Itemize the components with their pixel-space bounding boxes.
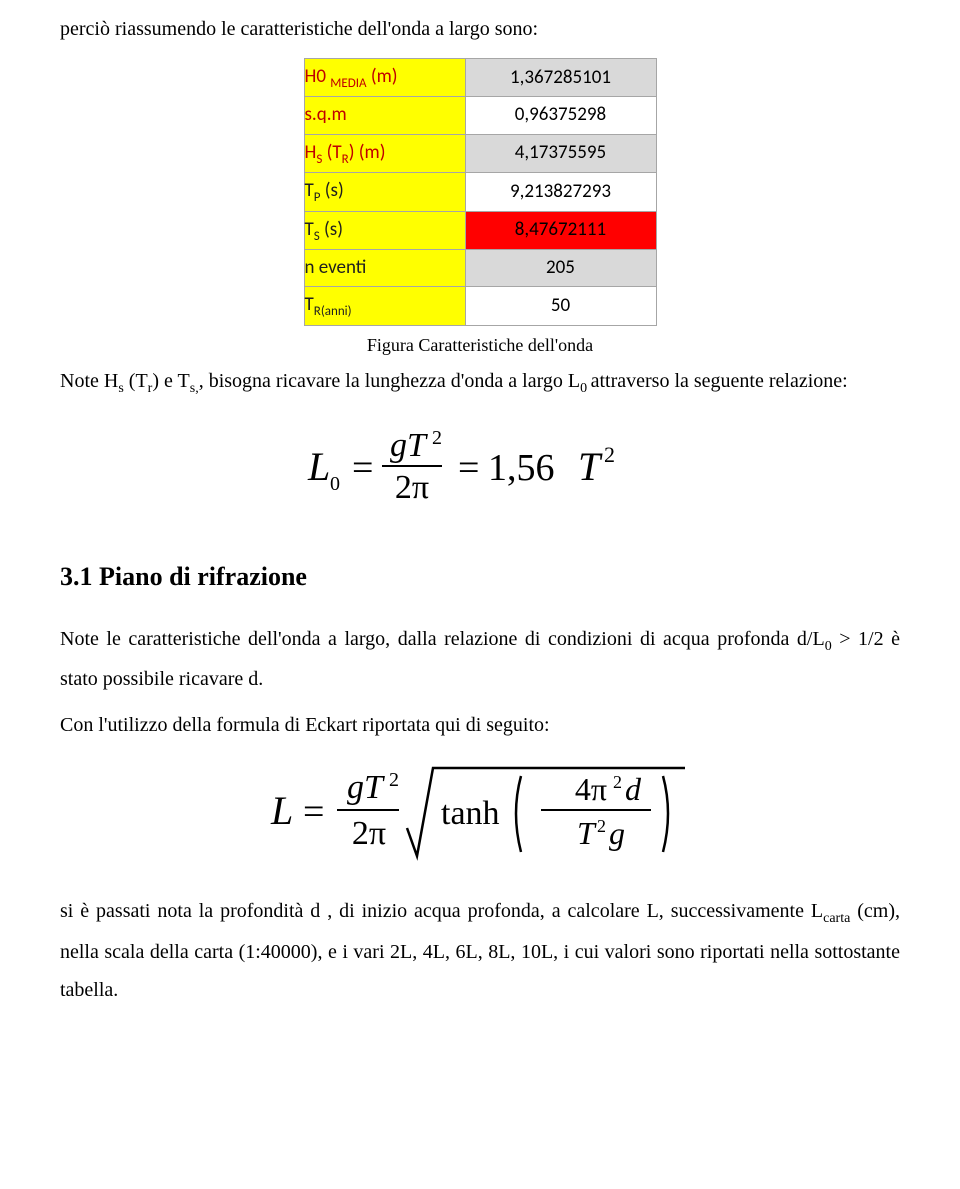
table-label-cell: HS (TR) (m) bbox=[304, 134, 465, 172]
note-text: ) e T bbox=[152, 370, 189, 392]
table-label-cell: TR(anni) bbox=[304, 287, 465, 325]
svg-text:2: 2 bbox=[432, 427, 442, 449]
body-paragraph-1: Note le caratteristiche dell'onda a larg… bbox=[60, 620, 900, 699]
body-sub: carta bbox=[823, 911, 850, 926]
svg-text:1,56: 1,56 bbox=[488, 447, 555, 489]
svg-text:2π: 2π bbox=[352, 815, 386, 852]
table-row: TR(anni)50 bbox=[304, 287, 656, 325]
svg-text:L: L bbox=[307, 444, 330, 489]
body-text: si è passati nota la profondità d , di i… bbox=[60, 900, 823, 922]
svg-text:2: 2 bbox=[597, 816, 606, 836]
table-value-cell: 205 bbox=[465, 250, 656, 287]
body-sub: 0 bbox=[825, 639, 832, 654]
formula-1: L 0 = gT 2 2π = 1,56 T 2 bbox=[60, 422, 900, 512]
note-text: Note H bbox=[60, 370, 118, 392]
svg-text:d: d bbox=[625, 771, 642, 807]
note-sub: 0 bbox=[580, 381, 591, 396]
svg-text:=: = bbox=[352, 447, 373, 489]
table-row: TP (s)9,213827293 bbox=[304, 173, 656, 211]
svg-text:=: = bbox=[458, 447, 479, 489]
note-line: Note Hs (Tr) e Ts,, bisogna ricavare la … bbox=[60, 362, 900, 403]
table-row: H0 MEDIA (m)1,367285101 bbox=[304, 59, 656, 97]
svg-text:gT: gT bbox=[347, 769, 385, 806]
svg-text:4π: 4π bbox=[575, 771, 607, 807]
table-label-cell: n eventi bbox=[304, 250, 465, 287]
table-label-cell: H0 MEDIA (m) bbox=[304, 59, 465, 97]
table-row: s.q.m0,96375298 bbox=[304, 97, 656, 134]
table-figure: H0 MEDIA (m)1,367285101s.q.m0,96375298HS… bbox=[60, 58, 900, 326]
svg-text:gT: gT bbox=[390, 427, 428, 464]
note-sub: s, bbox=[190, 381, 199, 396]
svg-text:T: T bbox=[578, 444, 603, 489]
svg-text:=: = bbox=[303, 791, 324, 833]
table-value-cell: 4,17375595 bbox=[465, 134, 656, 172]
body-paragraph-2: Con l'utilizzo della formula di Eckart r… bbox=[60, 706, 900, 744]
table-label-cell: s.q.m bbox=[304, 97, 465, 134]
body-text: Note le caratteristiche dell'onda a larg… bbox=[60, 628, 825, 650]
table-row: HS (TR) (m)4,17375595 bbox=[304, 134, 656, 172]
table-value-cell: 50 bbox=[465, 287, 656, 325]
formula-2-svg: L = gT 2 2π tanh 4π 2 d T 2 g bbox=[265, 758, 695, 868]
table-value-cell: 0,96375298 bbox=[465, 97, 656, 134]
table-row: TS (s)8,47672111 bbox=[304, 211, 656, 249]
figure-caption: Figura Caratteristiche dell'onda bbox=[60, 328, 900, 362]
formula-2: L = gT 2 2π tanh 4π 2 d T 2 g bbox=[60, 758, 900, 868]
svg-text:L: L bbox=[270, 788, 293, 833]
table-value-cell: 1,367285101 bbox=[465, 59, 656, 97]
table-label-cell: TS (s) bbox=[304, 211, 465, 249]
svg-text:g: g bbox=[609, 815, 625, 851]
svg-text:2: 2 bbox=[604, 442, 615, 467]
body-paragraph-3: si è passati nota la profondità d , di i… bbox=[60, 892, 900, 1009]
svg-text:2: 2 bbox=[389, 769, 399, 791]
section-heading: 3.1 Piano di rifrazione bbox=[60, 552, 900, 601]
table-row: n eventi205 bbox=[304, 250, 656, 287]
formula-1-svg: L 0 = gT 2 2π = 1,56 T 2 bbox=[300, 422, 660, 512]
table-label-cell: TP (s) bbox=[304, 173, 465, 211]
svg-text:2π: 2π bbox=[395, 469, 429, 506]
svg-text:tanh: tanh bbox=[441, 795, 500, 832]
svg-text:2: 2 bbox=[613, 772, 622, 792]
svg-text:0: 0 bbox=[330, 473, 340, 495]
table-value-cell: 8,47672111 bbox=[465, 211, 656, 249]
table-value-cell: 9,213827293 bbox=[465, 173, 656, 211]
note-text: (T bbox=[124, 370, 148, 392]
note-text: , bisogna ricavare la lunghezza d'onda a… bbox=[199, 370, 580, 392]
note-text: attraverso la seguente relazione: bbox=[591, 370, 848, 392]
intro-paragraph: perciò riassumendo le caratteristiche de… bbox=[60, 10, 900, 48]
wave-characteristics-table: H0 MEDIA (m)1,367285101s.q.m0,96375298HS… bbox=[304, 58, 657, 326]
svg-text:T: T bbox=[577, 815, 597, 851]
